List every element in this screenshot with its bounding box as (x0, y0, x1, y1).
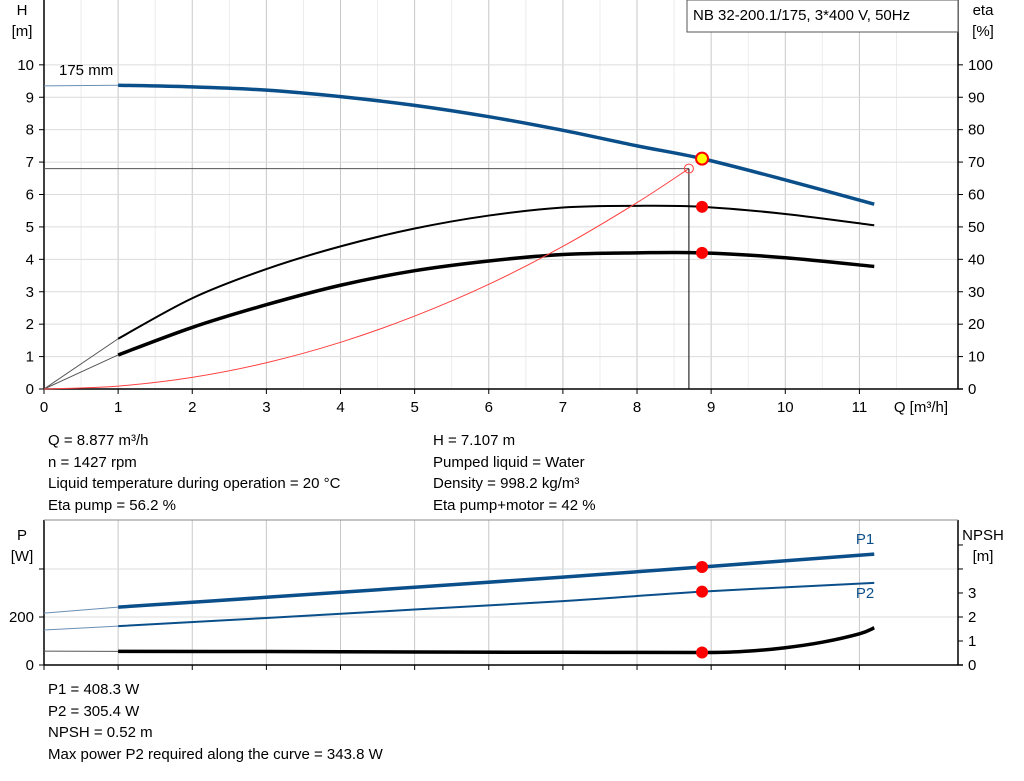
duty-point-marker (695, 151, 710, 166)
y-tick-label: 6 (26, 187, 34, 204)
y-right-axis-label: NPSH (962, 527, 1004, 544)
y-tick-label: 2 (26, 316, 34, 333)
series-P2-line (118, 581, 875, 628)
y-right-tick-label: 90 (968, 89, 985, 106)
info-flow: Q = 8.877 m³/h (48, 432, 149, 449)
x-tick-label: 6 (485, 399, 493, 416)
y-right-tick-label: 30 (968, 284, 985, 301)
info-eta-pump-motor: Eta pump+motor = 42 % (433, 496, 596, 514)
series-label-P2: P2 (856, 585, 874, 602)
y-right-tick-label: 0 (968, 657, 976, 674)
x-tick-label: 4 (336, 399, 344, 416)
series-H-line (118, 83, 875, 206)
series-eta_pump_motor-extension (43, 354, 119, 390)
y-right-tick-label: 10 (968, 349, 985, 366)
y-axis-unit: [W] (11, 548, 34, 565)
y-right-tick-label: 2 (968, 609, 976, 626)
y-right-tick-label: 50 (968, 219, 985, 236)
series-NPSH-line (118, 626, 875, 655)
y-tick-label: 9 (26, 89, 34, 106)
x-tick-label: 10 (777, 399, 794, 416)
x-tick-label: 2 (188, 399, 196, 416)
y-tick-label: 10 (17, 57, 34, 74)
info-speed: n = 1427 rpm (48, 453, 137, 471)
y-tick-label: 7 (26, 154, 34, 171)
series-eta_pump-extension (43, 338, 119, 390)
info-p1: P1 = 408.3 W (48, 681, 140, 698)
x-tick-label: 9 (707, 399, 715, 416)
x-tick-label: 0 (40, 399, 48, 416)
x-axis-label: Q [m³/h] (894, 399, 948, 416)
x-tick-label: 7 (559, 399, 567, 416)
series-label-P1: P1 (856, 531, 874, 548)
y-right-tick-label: 60 (968, 187, 985, 204)
series-system_curve-line (43, 168, 690, 390)
y-right-tick-label: 40 (968, 251, 985, 268)
series-eta_pump_motor-line (117, 250, 875, 357)
info-p2: P2 = 305.4 W (48, 702, 140, 720)
series-H-extension (43, 84, 119, 87)
y-right-axis-label: eta (973, 2, 995, 19)
y-axis-label: H (17, 2, 28, 19)
y-tick-label: 1 (26, 349, 34, 366)
y-right-tick-label: 3 (968, 585, 976, 602)
y-tick-label: 4 (26, 251, 34, 268)
y-tick-label: 0 (26, 381, 34, 398)
y-right-axis-unit: [m] (973, 548, 994, 565)
curve-label: 175 mm (59, 62, 113, 79)
info-max-power: Max power P2 required along the curve = … (48, 745, 383, 763)
y-right-tick-label: 1 (968, 633, 976, 650)
duty-point-marker (696, 646, 709, 659)
series-eta_pump-line (117, 204, 875, 340)
y-tick-label: 8 (26, 122, 34, 139)
info-npsh: NPSH = 0.52 m (48, 724, 153, 741)
info-eta-pump: Eta pump = 56.2 % (48, 496, 176, 514)
info-bottom: P1 = 408.3 W P2 = 305.4 W NPSH = 0.52 m … (48, 679, 383, 765)
x-tick-label: 1 (114, 399, 122, 416)
title-box (686, 0, 959, 33)
y-tick-label: 5 (26, 219, 34, 236)
x-tick-label: 11 (852, 399, 868, 416)
duty-point-marker (696, 560, 709, 573)
y-right-axis-unit: [%] (972, 23, 994, 40)
y-axis-label: P (17, 527, 27, 544)
x-tick-label: 8 (633, 399, 641, 416)
y-right-tick-label: 70 (968, 154, 985, 171)
y-tick-label: 0 (26, 657, 34, 674)
y-tick-label: 3 (26, 284, 34, 301)
series-P1-line (118, 552, 875, 609)
info-liquid: Pumped liquid = Water (433, 453, 585, 471)
x-tick-label: 5 (410, 399, 418, 416)
y-axis-unit: [m] (12, 23, 33, 40)
series-P1-extension (43, 606, 119, 614)
y-right-tick-label: 20 (968, 316, 985, 333)
info-temperature: Liquid temperature during operation = 20… (48, 475, 341, 492)
duty-point-marker (696, 585, 709, 598)
chart-title: NB 32-200.1/175, 3*400 V, 50Hz (693, 7, 910, 24)
x-tick-label: 3 (262, 399, 270, 416)
y-tick-label: 200 (9, 609, 34, 626)
y-right-tick-label: 100 (968, 57, 993, 74)
info-head: H = 7.107 m (433, 432, 516, 449)
y-right-tick-label: 80 (968, 122, 985, 139)
info-top-right: H = 7.107 m Pumped liquid = Water Densit… (433, 430, 596, 516)
duty-point-marker (696, 200, 709, 213)
y-right-tick-label: 0 (968, 381, 976, 398)
info-density: Density = 998.2 kg/m³ (433, 475, 580, 492)
series-P2-extension (43, 625, 119, 631)
info-top-left: Q = 8.877 m³/h n = 1427 rpm Liquid tempe… (48, 430, 340, 516)
duty-point-marker (696, 246, 709, 259)
setpoint-marker (683, 163, 694, 174)
